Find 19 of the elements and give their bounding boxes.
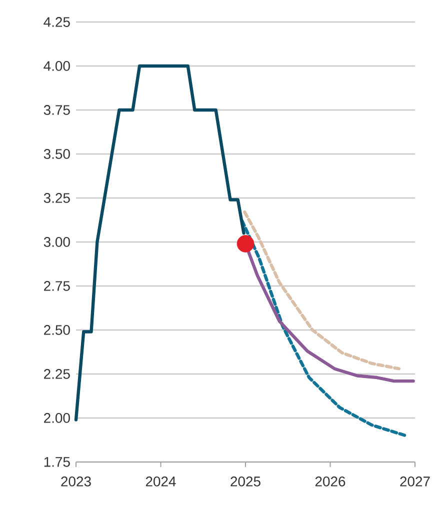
x-tick-label: 2025	[230, 476, 260, 486]
y-tick-label: 2.00	[44, 413, 70, 423]
y-tick-label: 2.75	[44, 281, 70, 291]
y-tick-label: 2.50	[44, 325, 70, 335]
line-series	[240, 219, 408, 438]
y-tick-label: 2.25	[44, 369, 70, 379]
x-tick-label: 2023	[61, 476, 91, 486]
y-tick-label: 3.25	[44, 193, 70, 203]
y-tick-label: 3.00	[44, 237, 70, 247]
y-tick-label: 3.75	[44, 105, 70, 115]
y-tick-label: 3.50	[44, 149, 70, 159]
x-tick-label: 2026	[315, 476, 346, 486]
y-tick-label: 4.00	[44, 61, 70, 71]
line-series	[243, 210, 400, 370]
y-tick-label: 4.25	[44, 17, 70, 27]
x-tick-label: 2027	[400, 476, 430, 486]
line-series	[74, 64, 246, 422]
x-tick-label: 2024	[146, 476, 176, 486]
y-tick-label: 1.75	[44, 457, 70, 467]
